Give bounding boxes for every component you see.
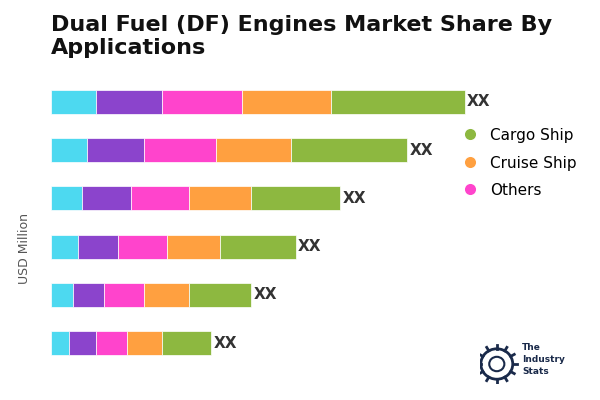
Text: XX: XX [467,94,491,109]
Bar [220,235,296,259]
Bar [51,90,95,114]
Bar [86,138,145,162]
Bar [145,283,189,307]
Bar [331,90,465,114]
Bar [51,283,73,307]
Bar [51,186,82,210]
Text: USD Million: USD Million [17,212,31,284]
Bar [51,138,86,162]
Bar [127,331,162,355]
Bar [215,138,292,162]
Legend: Cargo Ship, Cruise Ship, Others: Cargo Ship, Cruise Ship, Others [457,122,583,204]
Text: XX: XX [214,336,237,351]
Text: XX: XX [409,143,433,158]
Bar [242,90,331,114]
Text: XX: XX [298,239,322,254]
Bar [95,331,127,355]
Bar [167,235,220,259]
Bar [104,283,145,307]
Text: Dual Fuel (DF) Engines Market Share By
Applications: Dual Fuel (DF) Engines Market Share By A… [51,15,552,58]
Bar [51,331,69,355]
Bar [51,235,78,259]
Bar [131,186,189,210]
Bar [189,283,251,307]
Bar [73,283,104,307]
Text: XX: XX [343,191,366,206]
Bar [95,90,162,114]
Bar [292,138,407,162]
Bar [189,186,251,210]
Bar [251,186,340,210]
Bar [162,90,242,114]
Text: XX: XX [253,288,277,302]
Bar [82,186,131,210]
Bar [69,331,95,355]
Bar [162,331,211,355]
Text: The
Industry
Stats: The Industry Stats [522,343,565,376]
Bar [78,235,118,259]
Bar [145,138,215,162]
Bar [118,235,167,259]
